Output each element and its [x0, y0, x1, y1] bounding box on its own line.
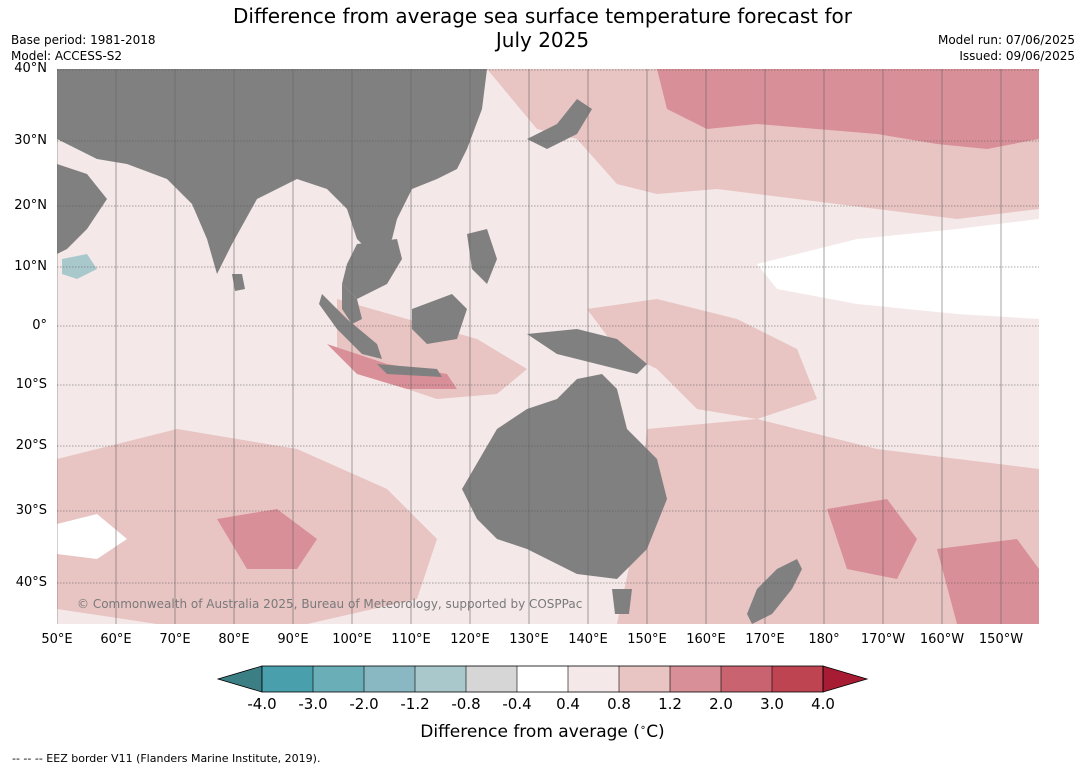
colorbar-tick-7: 0.4	[556, 695, 580, 713]
lon-label-80e: 80°E	[218, 632, 250, 647]
lat-label-10n: 10°N	[14, 259, 47, 274]
colorbar-label: Difference from average (∘C)	[0, 722, 1085, 742]
lon-label-160w: 160°W	[919, 632, 965, 647]
colorbar-tick-4: -1.2	[400, 695, 430, 713]
colorbar-tick-11: 3.0	[760, 695, 784, 713]
land-masses	[57, 69, 802, 624]
anomaly-region-south-indian-warm	[217, 509, 317, 569]
colorbar-label-unit: C)	[646, 722, 665, 742]
colorbar-bin-2	[313, 666, 364, 692]
colorbar-bin-8	[619, 666, 670, 692]
land-sumatra	[319, 294, 382, 359]
anomaly-region-kuroshio	[657, 69, 1039, 149]
colorbar-tick-9: 1.2	[658, 695, 682, 713]
colorbar	[217, 665, 869, 693]
anomaly-region-south-pacific-warm	[827, 499, 917, 579]
lat-label-40s: 40°S	[15, 575, 47, 590]
anomaly-region-coral-sea	[587, 299, 817, 419]
model-info: Base period: 1981-2018 Model: ACCESS-S2	[11, 32, 156, 64]
title-line-1: Difference from average sea surface temp…	[232, 4, 852, 28]
model-run-text: Model run: 07/06/2025	[937, 33, 1075, 47]
colorbar-bin-7	[568, 666, 619, 692]
graticule	[57, 69, 1039, 624]
colorbar-extend-high	[822, 665, 869, 693]
land-sri-lanka	[232, 274, 245, 291]
lon-label-60e: 60°E	[100, 632, 132, 647]
anomaly-region-tasman	[617, 419, 1039, 624]
lon-label-120e: 120°E	[450, 632, 490, 647]
lon-label-110e: 110°E	[391, 632, 431, 647]
anomaly-region-cool-arabian	[62, 254, 97, 279]
colorbar-bin-4	[415, 666, 466, 692]
colorbar-tick-10: 2.0	[709, 695, 733, 713]
land-indochina	[342, 239, 402, 299]
colorbar-outline	[261, 665, 824, 693]
land-borneo	[412, 294, 467, 344]
lat-label-40n: 40°N	[14, 61, 47, 76]
colorbar-tick-2: -3.0	[298, 695, 328, 713]
colorbar-label-text: Difference from average (	[420, 722, 640, 742]
land-asia	[57, 69, 487, 274]
colorbar-bin-3	[364, 666, 415, 692]
map-canvas	[57, 69, 1039, 624]
land-philippines	[467, 229, 497, 284]
lat-label-10s: 10°S	[15, 377, 47, 392]
colorbar-tick-1: -4.0	[247, 695, 277, 713]
lon-label-70e: 70°E	[159, 632, 191, 647]
lat-label-equator: 0°	[32, 318, 47, 333]
land-new-guinea	[527, 329, 647, 374]
lat-label-20s: 20°S	[15, 438, 47, 453]
lon-label-160e: 160°E	[686, 632, 726, 647]
lon-label-130e: 130°E	[509, 632, 549, 647]
lat-label-30s: 30°S	[15, 503, 47, 518]
land-arabia-india-bay	[57, 164, 107, 254]
run-info: Model run: 07/06/2025 Issued: 09/06/2025	[938, 32, 1075, 64]
lon-label-150e: 150°E	[627, 632, 667, 647]
colorbar-tick-8: 0.8	[607, 695, 631, 713]
sst-anomaly-map	[57, 69, 1039, 624]
colorbar-extend-low	[217, 665, 263, 693]
base-period-text: Base period: 1981-2018	[11, 33, 156, 47]
colorbar-bin-1	[262, 666, 313, 692]
colorbar-bin-9	[670, 666, 721, 692]
eez-legend: -- -- -- EEZ border V11 (Flanders Marine…	[12, 752, 321, 765]
lat-label-20n: 20°N	[14, 198, 47, 213]
degree-symbol: ∘	[639, 722, 647, 734]
issued-text: Issued: 09/06/2025	[959, 49, 1075, 63]
land-australia	[462, 374, 667, 579]
colorbar-bin-11	[772, 666, 823, 692]
land-japan	[527, 99, 592, 149]
colorbar-tick-6: -0.4	[502, 695, 532, 713]
title-line-2: July 2025	[495, 28, 590, 52]
colorbar-bin-5	[466, 666, 517, 692]
land-tasmania	[612, 589, 632, 614]
colorbar-tick-12: 4.0	[811, 695, 835, 713]
lon-label-180: 180°	[808, 632, 840, 647]
lon-label-140e: 140°E	[568, 632, 608, 647]
lat-label-30n: 30°N	[14, 133, 47, 148]
anomaly-region-neutral-indian	[57, 514, 127, 559]
lon-label-170w: 170°W	[860, 632, 906, 647]
lon-label-90e: 90°E	[277, 632, 309, 647]
lon-label-150w: 150°W	[978, 632, 1024, 647]
anomaly-region-neutral-pacific	[757, 219, 1039, 319]
model-text: Model: ACCESS-S2	[11, 49, 123, 63]
colorbar-bin-6	[517, 666, 568, 692]
land-java	[377, 364, 442, 377]
lon-label-50e: 50°E	[41, 632, 73, 647]
anomaly-region-southeast-warm	[937, 539, 1039, 624]
anomaly-shading	[57, 69, 1039, 624]
map-title: Difference from average sea surface temp…	[0, 4, 1085, 52]
colorbar-tick-3: -2.0	[349, 695, 379, 713]
lon-label-100e: 100°E	[332, 632, 372, 647]
colorbar-bin-10	[721, 666, 772, 692]
colorbar-tick-5: -0.8	[451, 695, 481, 713]
land-new-zealand	[747, 559, 802, 624]
copyright-notice: © Commonwealth of Australia 2025, Bureau…	[77, 597, 583, 611]
lon-label-170e: 170°E	[745, 632, 785, 647]
